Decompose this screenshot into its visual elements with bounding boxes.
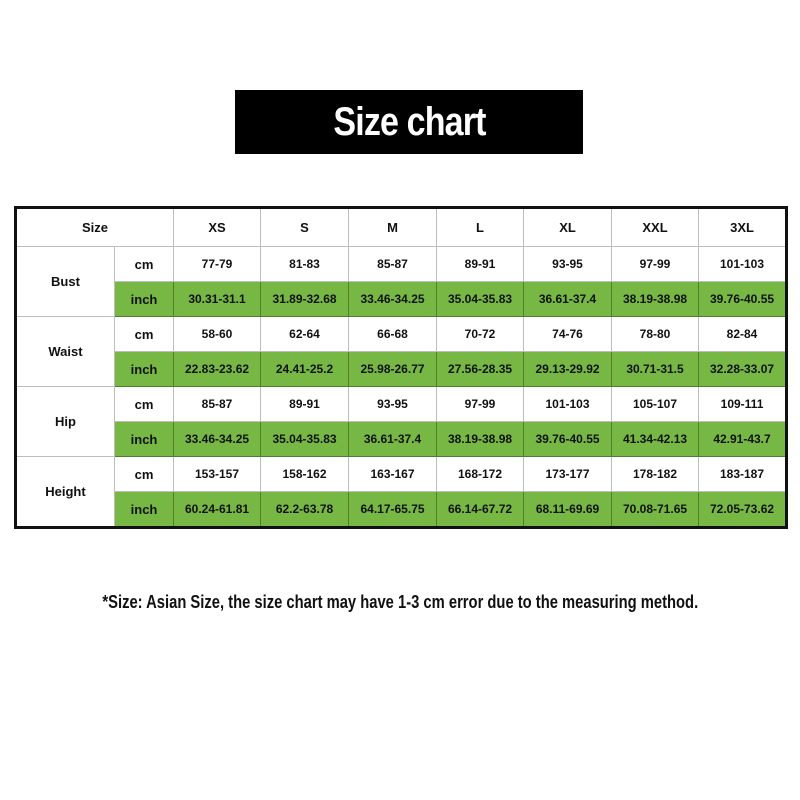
size-header-l: L — [436, 207, 525, 247]
cell-inch: 25.98-26.77 — [348, 351, 438, 387]
page-title: Size chart — [235, 90, 583, 154]
cell-cm: 82-84 — [698, 316, 788, 352]
cell-cm: 85-87 — [173, 386, 262, 422]
cell-cm: 89-91 — [436, 246, 525, 282]
cell-inch: 41.34-42.13 — [611, 421, 700, 457]
cell-inch: 36.61-37.4 — [523, 281, 613, 317]
unit-cm: cm — [113, 456, 175, 492]
cell-cm: 93-95 — [348, 386, 438, 422]
size-header-s: S — [260, 207, 350, 247]
measure-label: Bust — [15, 246, 115, 317]
cell-inch: 70.08-71.65 — [611, 491, 700, 528]
header-row: Size XS S M L XL XXL 3XL — [14, 207, 788, 247]
cell-inch: 33.46-34.25 — [348, 281, 438, 317]
cell-inch: 33.46-34.25 — [173, 421, 262, 457]
cell-cm: 77-79 — [173, 246, 262, 282]
size-header-xl: XL — [523, 207, 613, 247]
size-note: *Size: Asian Size, the size chart may ha… — [0, 592, 800, 613]
table-row-cm: Bust cm 77-79 81-83 85-87 89-91 93-95 97-99 101-… — [15, 246, 788, 317]
cell-inch: 62.2-63.78 — [260, 491, 350, 528]
size-header-xs: XS — [173, 207, 262, 247]
table-row-inch: inch 22.83-23.62 24.41-25.2 25.98-26.77 27.5… — [16, 351, 788, 387]
unit-cm: cm — [113, 386, 175, 422]
measure-label: Waist — [15, 316, 115, 387]
cell-inch: 64.17-65.75 — [348, 491, 438, 528]
cell-cm: 173-177 — [523, 456, 613, 492]
cell-cm: 97-99 — [436, 386, 525, 422]
table-row-cm: Waist cm 58-60 62-64 66-68 70-72 74-76 78-80 82-… — [15, 316, 788, 387]
cell-inch: 39.76-40.55 — [698, 281, 788, 317]
unit-cm: cm — [113, 246, 175, 282]
cell-cm: 97-99 — [611, 246, 700, 282]
cell-cm: 85-87 — [348, 246, 438, 282]
note-text: *Size: Asian Size, the size chart may ha… — [102, 592, 698, 612]
cell-cm: 163-167 — [348, 456, 438, 492]
cell-cm: 153-157 — [173, 456, 262, 492]
size-header-m: M — [348, 207, 438, 247]
cell-inch: 38.19-38.98 — [436, 421, 525, 457]
cell-inch: 39.76-40.55 — [523, 421, 613, 457]
cell-inch: 27.56-28.35 — [436, 351, 525, 387]
cell-cm: 78-80 — [611, 316, 700, 352]
cell-cm: 183-187 — [698, 456, 788, 492]
table-row-cm: Hip cm 85-87 89-91 93-95 97-99 101-103 105-107 1… — [15, 386, 788, 457]
cell-inch: 30.31-31.1 — [173, 281, 262, 317]
cell-cm: 62-64 — [260, 316, 350, 352]
size-header-3xl: 3XL — [698, 207, 788, 247]
cell-cm: 101-103 — [523, 386, 613, 422]
cell-cm: 66-68 — [348, 316, 438, 352]
measure-label: Hip — [15, 386, 115, 457]
cell-inch: 35.04-35.83 — [436, 281, 525, 317]
cell-inch: 29.13-29.92 — [523, 351, 613, 387]
cell-inch: 72.05-73.62 — [698, 491, 788, 528]
cell-inch: 38.19-38.98 — [611, 281, 700, 317]
size-header-xxl: XXL — [611, 207, 700, 247]
cell-cm: 101-103 — [698, 246, 788, 282]
cell-inch: 68.11-69.69 — [523, 491, 613, 528]
cell-cm: 105-107 — [611, 386, 700, 422]
cell-inch: 66.14-67.72 — [436, 491, 525, 528]
cell-cm: 70-72 — [436, 316, 525, 352]
table-row-cm: Height cm 153-157 158-162 163-167 168-172 173-… — [15, 456, 788, 528]
cell-cm: 168-172 — [436, 456, 525, 492]
cell-inch: 24.41-25.2 — [260, 351, 350, 387]
size-chart-table: Size XS S M L XL XXL 3XL Bust cm 77-79 81-83 85-87 89… — [14, 206, 789, 529]
cell-cm: 178-182 — [611, 456, 700, 492]
cell-cm: 58-60 — [173, 316, 262, 352]
unit-inch: inch — [113, 351, 175, 387]
cell-inch: 31.89-32.68 — [260, 281, 350, 317]
cell-inch: 22.83-23.62 — [173, 351, 262, 387]
title-text: Size chart — [332, 99, 486, 144]
table-row-inch: inch 30.31-31.1 31.89-32.68 33.46-34.25 35.0… — [16, 281, 788, 317]
cell-inch: 36.61-37.4 — [348, 421, 438, 457]
measure-label: Height — [15, 456, 115, 528]
cell-inch: 32.28-33.07 — [698, 351, 788, 387]
cell-cm: 93-95 — [523, 246, 613, 282]
cell-inch: 35.04-35.83 — [260, 421, 350, 457]
cell-cm: 89-91 — [260, 386, 350, 422]
cell-inch: 30.71-31.5 — [611, 351, 700, 387]
cell-cm: 81-83 — [260, 246, 350, 282]
cell-cm: 158-162 — [260, 456, 350, 492]
cell-inch: 42.91-43.7 — [698, 421, 788, 457]
unit-cm: cm — [113, 316, 175, 352]
corner-cell: Size — [14, 207, 175, 247]
unit-inch: inch — [113, 491, 175, 528]
cell-cm: 109-111 — [698, 386, 788, 422]
cell-cm: 74-76 — [523, 316, 613, 352]
cell-inch: 60.24-61.81 — [173, 491, 262, 528]
table-row-inch: inch 60.24-61.81 62.2-63.78 64.17-65.75 66.1… — [16, 491, 788, 528]
unit-inch: inch — [113, 421, 175, 457]
unit-inch: inch — [113, 281, 175, 317]
table-row-inch: inch 33.46-34.25 35.04-35.83 36.61-37.4 38.1… — [16, 421, 788, 457]
